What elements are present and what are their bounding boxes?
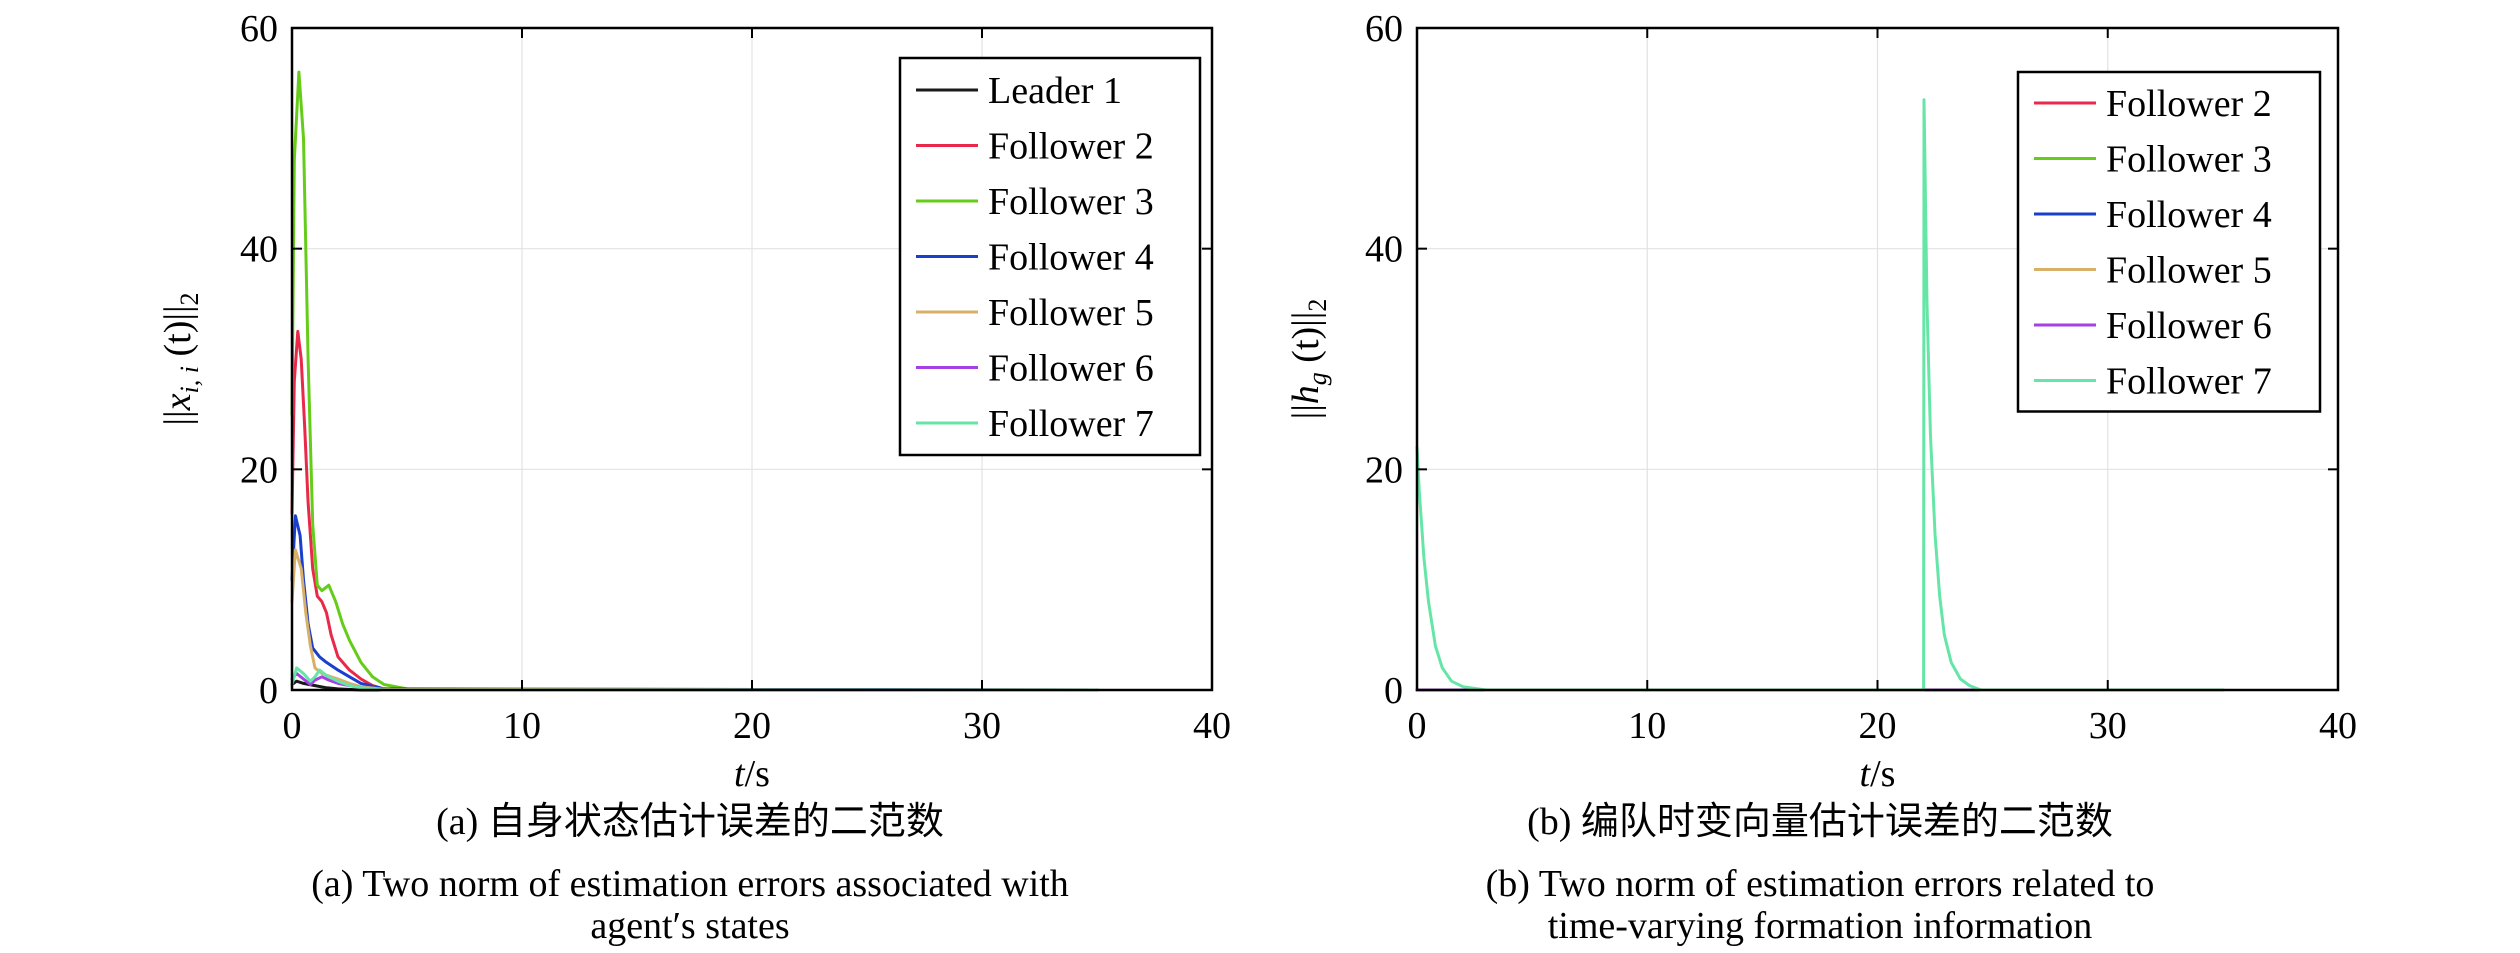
legend-box [2016,70,2322,413]
legend-label-follower-3: Follower 3 [988,181,1154,223]
x-tick-label-30: 30 [963,705,1001,747]
y-tick-label-40: 40 [1365,229,1403,271]
y-tick-label-60: 60 [240,8,278,50]
legend-label-follower-4: Follower 4 [2106,194,2272,236]
legend-label-follower-4: Follower 4 [988,237,1154,279]
legend-label-follower-5: Follower 5 [988,292,1154,334]
series-line-follower-5 [290,548,1099,692]
chart-a: 0 10 20 30 40 0 20 40 60 t/s ||xi, i (t)||2 Leader … [157,8,1231,795]
caption-a-chinese: (a) 自身状态估计误差的二范数 [436,801,944,843]
y-tick-label-40: 40 [240,229,278,271]
legend: Follower 2 Follower 3 Follower 4 Follower 5… [2016,70,2322,413]
legend: Leader 1 Follower 2 Follower 3 Follower 4 Fo… [898,56,1202,457]
legend-label-follower-2: Follower 2 [988,126,1154,168]
legend-label-follower-6: Follower 6 [988,348,1154,390]
series-line-follower-7 [290,666,1099,692]
y-tick-label-60: 60 [1365,8,1403,50]
caption-a-english-line-2: agent′s states [590,905,790,947]
y-axis-label: ||xi, i (t)||2 [157,292,204,425]
x-axis-label: t/s [734,753,770,795]
x-tick-label-0: 0 [283,705,302,747]
y-tick-label-20: 20 [1365,449,1403,491]
legend-label-follower-7: Follower 7 [2106,361,2272,403]
x-tick-label-20: 20 [733,705,771,747]
legend-label-follower-2: Follower 2 [2106,83,2272,125]
x-tick-label-40: 40 [2319,705,2357,747]
x-tick-label-10: 10 [1628,705,1666,747]
y-tick-label-0: 0 [259,670,278,712]
legend-label-follower-3: Follower 3 [2106,139,2272,181]
y-tick-label-0: 0 [1384,670,1403,712]
legend-label-follower-6: Follower 6 [2106,305,2272,347]
y-axis-label: ||hg (t)||2 [1285,299,1332,420]
x-tick-label-20: 20 [1859,705,1897,747]
x-tick-label-10: 10 [503,705,541,747]
caption-b-english-line-1: (b) Two norm of estimation errors relate… [1485,863,2155,905]
caption-a-english-line-1: (a) Two norm of estimation errors associ… [311,863,1069,905]
chart-b: 0 10 20 30 40 0 20 40 60 t/s ||hg (t)||2 Follower 2… [1285,8,2357,795]
caption-b-chinese: (b) 编队时变向量估计误差的二范数 [1527,801,2113,843]
series-line-follower-3 [290,70,1099,692]
y-tick-label-20: 20 [240,449,278,491]
legend-label-follower-7: Follower 7 [988,403,1154,445]
x-tick-label-30: 30 [2089,705,2127,747]
series-line-follower-4 [290,514,1099,692]
legend-label-follower-5: Follower 5 [2106,250,2272,292]
caption-b-english-line-2: time-varying formation information [1547,905,2093,947]
x-axis-label: t/s [1860,753,1896,795]
series-line-follower-7 [1415,98,2225,692]
x-tick-label-0: 0 [1408,705,1427,747]
legend-label-leader-1: Leader 1 [988,70,1122,112]
x-tick-label-40: 40 [1193,705,1231,747]
